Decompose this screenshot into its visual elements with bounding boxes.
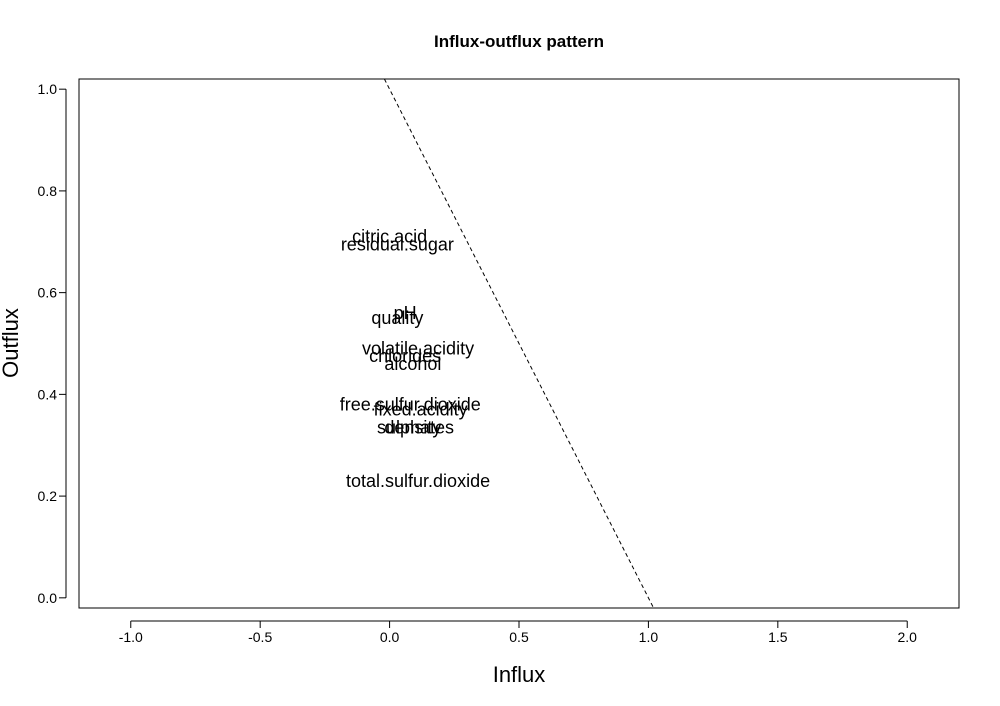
plot-frame [78,78,960,609]
point-label: chlorides [369,346,441,366]
point-label: quality [371,308,423,328]
y-tick-label: 0.2 [38,488,58,504]
x-tick-label: 0.5 [509,629,529,645]
point-label: fixed.acidity [374,400,468,420]
x-tick-label: -1.0 [119,629,143,645]
chart-title: Influx-outflux pattern [434,32,604,51]
y-tick-label: 0.6 [38,285,58,301]
y-tick-label: 0.8 [38,183,58,199]
point-label: density [384,417,441,437]
point-label: free.sulfur.dioxide [340,395,481,415]
point-label: pH [394,303,417,323]
x-tick-label: -0.5 [248,629,272,645]
x-axis-label: Influx [493,662,546,687]
point-label: volatile.acidity [362,339,474,359]
y-tick-label: 1.0 [38,81,58,97]
x-tick-label: 0.0 [380,629,400,645]
y-tick-label: 0.0 [38,590,58,606]
point-label: sulphates [377,417,454,437]
y-axis-label: Outflux [0,308,23,378]
point-label: citric.acid [352,227,427,247]
x-axis: -1.0 -0.5 0.0 0.5 1.0 1.5 2.0 [119,620,918,645]
point-label: alcohol [384,354,441,374]
y-axis: 0.0 0.2 0.4 0.6 0.8 1.0 [38,81,67,606]
x-tick-label: 2.0 [898,629,918,645]
point-label: residual.sugar [341,234,454,254]
x-tick-label: 1.0 [639,629,659,645]
reference-line [383,78,655,609]
point-label: total.sulfur.dioxide [346,471,490,491]
x-tick-label: 1.5 [768,629,788,645]
y-tick-label: 0.4 [38,386,58,402]
